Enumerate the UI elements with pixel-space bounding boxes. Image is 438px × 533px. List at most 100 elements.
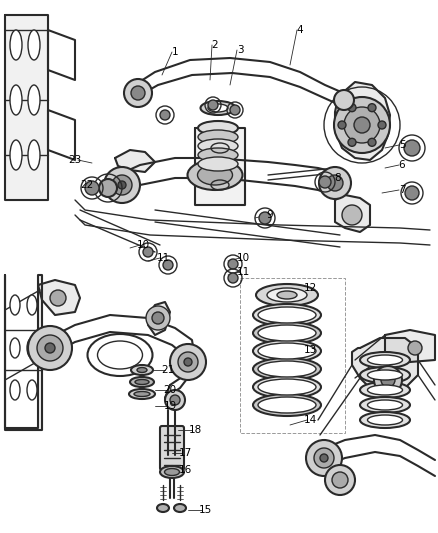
Ellipse shape [258,397,316,413]
Text: 14: 14 [304,415,317,425]
Ellipse shape [174,504,186,512]
Ellipse shape [10,295,20,315]
Circle shape [306,440,342,476]
Text: 9: 9 [267,210,273,220]
Ellipse shape [367,400,403,410]
Circle shape [230,105,240,115]
Text: 10: 10 [137,240,149,250]
Ellipse shape [165,469,180,475]
Circle shape [354,117,370,133]
Circle shape [404,140,420,156]
Circle shape [152,312,164,324]
Ellipse shape [129,389,155,399]
Text: 22: 22 [81,180,94,190]
Circle shape [374,366,402,394]
Ellipse shape [131,365,153,375]
Circle shape [228,273,238,283]
Ellipse shape [28,140,40,170]
Ellipse shape [258,379,316,395]
Circle shape [378,121,386,129]
Circle shape [124,79,152,107]
Circle shape [405,186,419,200]
Polygon shape [5,275,42,430]
Circle shape [112,175,132,195]
Ellipse shape [360,367,410,383]
Circle shape [344,107,380,143]
Ellipse shape [367,370,403,380]
Polygon shape [335,195,370,232]
Ellipse shape [256,284,318,306]
Circle shape [368,139,376,147]
Circle shape [178,352,198,372]
Ellipse shape [198,130,238,144]
Ellipse shape [360,412,410,428]
Polygon shape [5,15,48,200]
Ellipse shape [134,392,150,397]
Ellipse shape [258,343,316,359]
Text: 13: 13 [304,345,317,355]
Text: 20: 20 [163,385,177,395]
Ellipse shape [10,380,20,400]
Circle shape [325,465,355,495]
Circle shape [131,86,145,100]
Polygon shape [38,280,80,315]
Circle shape [118,181,126,189]
Ellipse shape [267,288,307,302]
Ellipse shape [198,139,238,153]
Circle shape [334,97,390,153]
Circle shape [184,358,192,366]
Ellipse shape [198,157,238,171]
Text: 4: 4 [297,25,303,35]
Circle shape [332,472,348,488]
Ellipse shape [258,361,316,377]
Text: 3: 3 [237,45,244,55]
Ellipse shape [360,352,410,368]
Circle shape [170,344,206,380]
Text: 8: 8 [335,173,341,183]
Text: 21: 21 [161,365,175,375]
Ellipse shape [27,295,37,315]
Text: 18: 18 [188,425,201,435]
Text: 2: 2 [212,40,218,50]
Ellipse shape [10,30,22,60]
Circle shape [381,373,395,387]
Circle shape [314,448,334,468]
Ellipse shape [198,165,233,185]
Ellipse shape [27,338,37,358]
Circle shape [348,139,356,147]
Circle shape [165,390,185,410]
Ellipse shape [253,322,321,344]
Polygon shape [148,302,170,335]
Ellipse shape [360,397,410,413]
Circle shape [319,176,331,188]
Ellipse shape [135,379,149,384]
Ellipse shape [187,160,243,190]
Ellipse shape [10,338,20,358]
Ellipse shape [137,367,147,373]
Text: 17: 17 [178,448,192,458]
Circle shape [28,326,72,370]
Ellipse shape [367,355,403,365]
Circle shape [208,100,218,110]
FancyBboxPatch shape [160,426,184,470]
Circle shape [85,181,99,195]
Ellipse shape [157,504,169,512]
Ellipse shape [253,340,321,362]
Polygon shape [352,338,418,395]
Ellipse shape [198,148,238,162]
Circle shape [338,121,346,129]
Text: 19: 19 [163,401,177,411]
FancyBboxPatch shape [240,278,345,433]
Circle shape [45,343,55,353]
Text: 6: 6 [399,160,405,170]
Text: 23: 23 [68,155,81,165]
Polygon shape [335,82,390,160]
Circle shape [104,167,140,203]
Polygon shape [385,330,435,362]
Circle shape [368,104,376,112]
Circle shape [327,175,343,191]
Ellipse shape [201,101,236,115]
Circle shape [37,335,63,361]
Circle shape [146,306,170,330]
Circle shape [143,247,153,257]
